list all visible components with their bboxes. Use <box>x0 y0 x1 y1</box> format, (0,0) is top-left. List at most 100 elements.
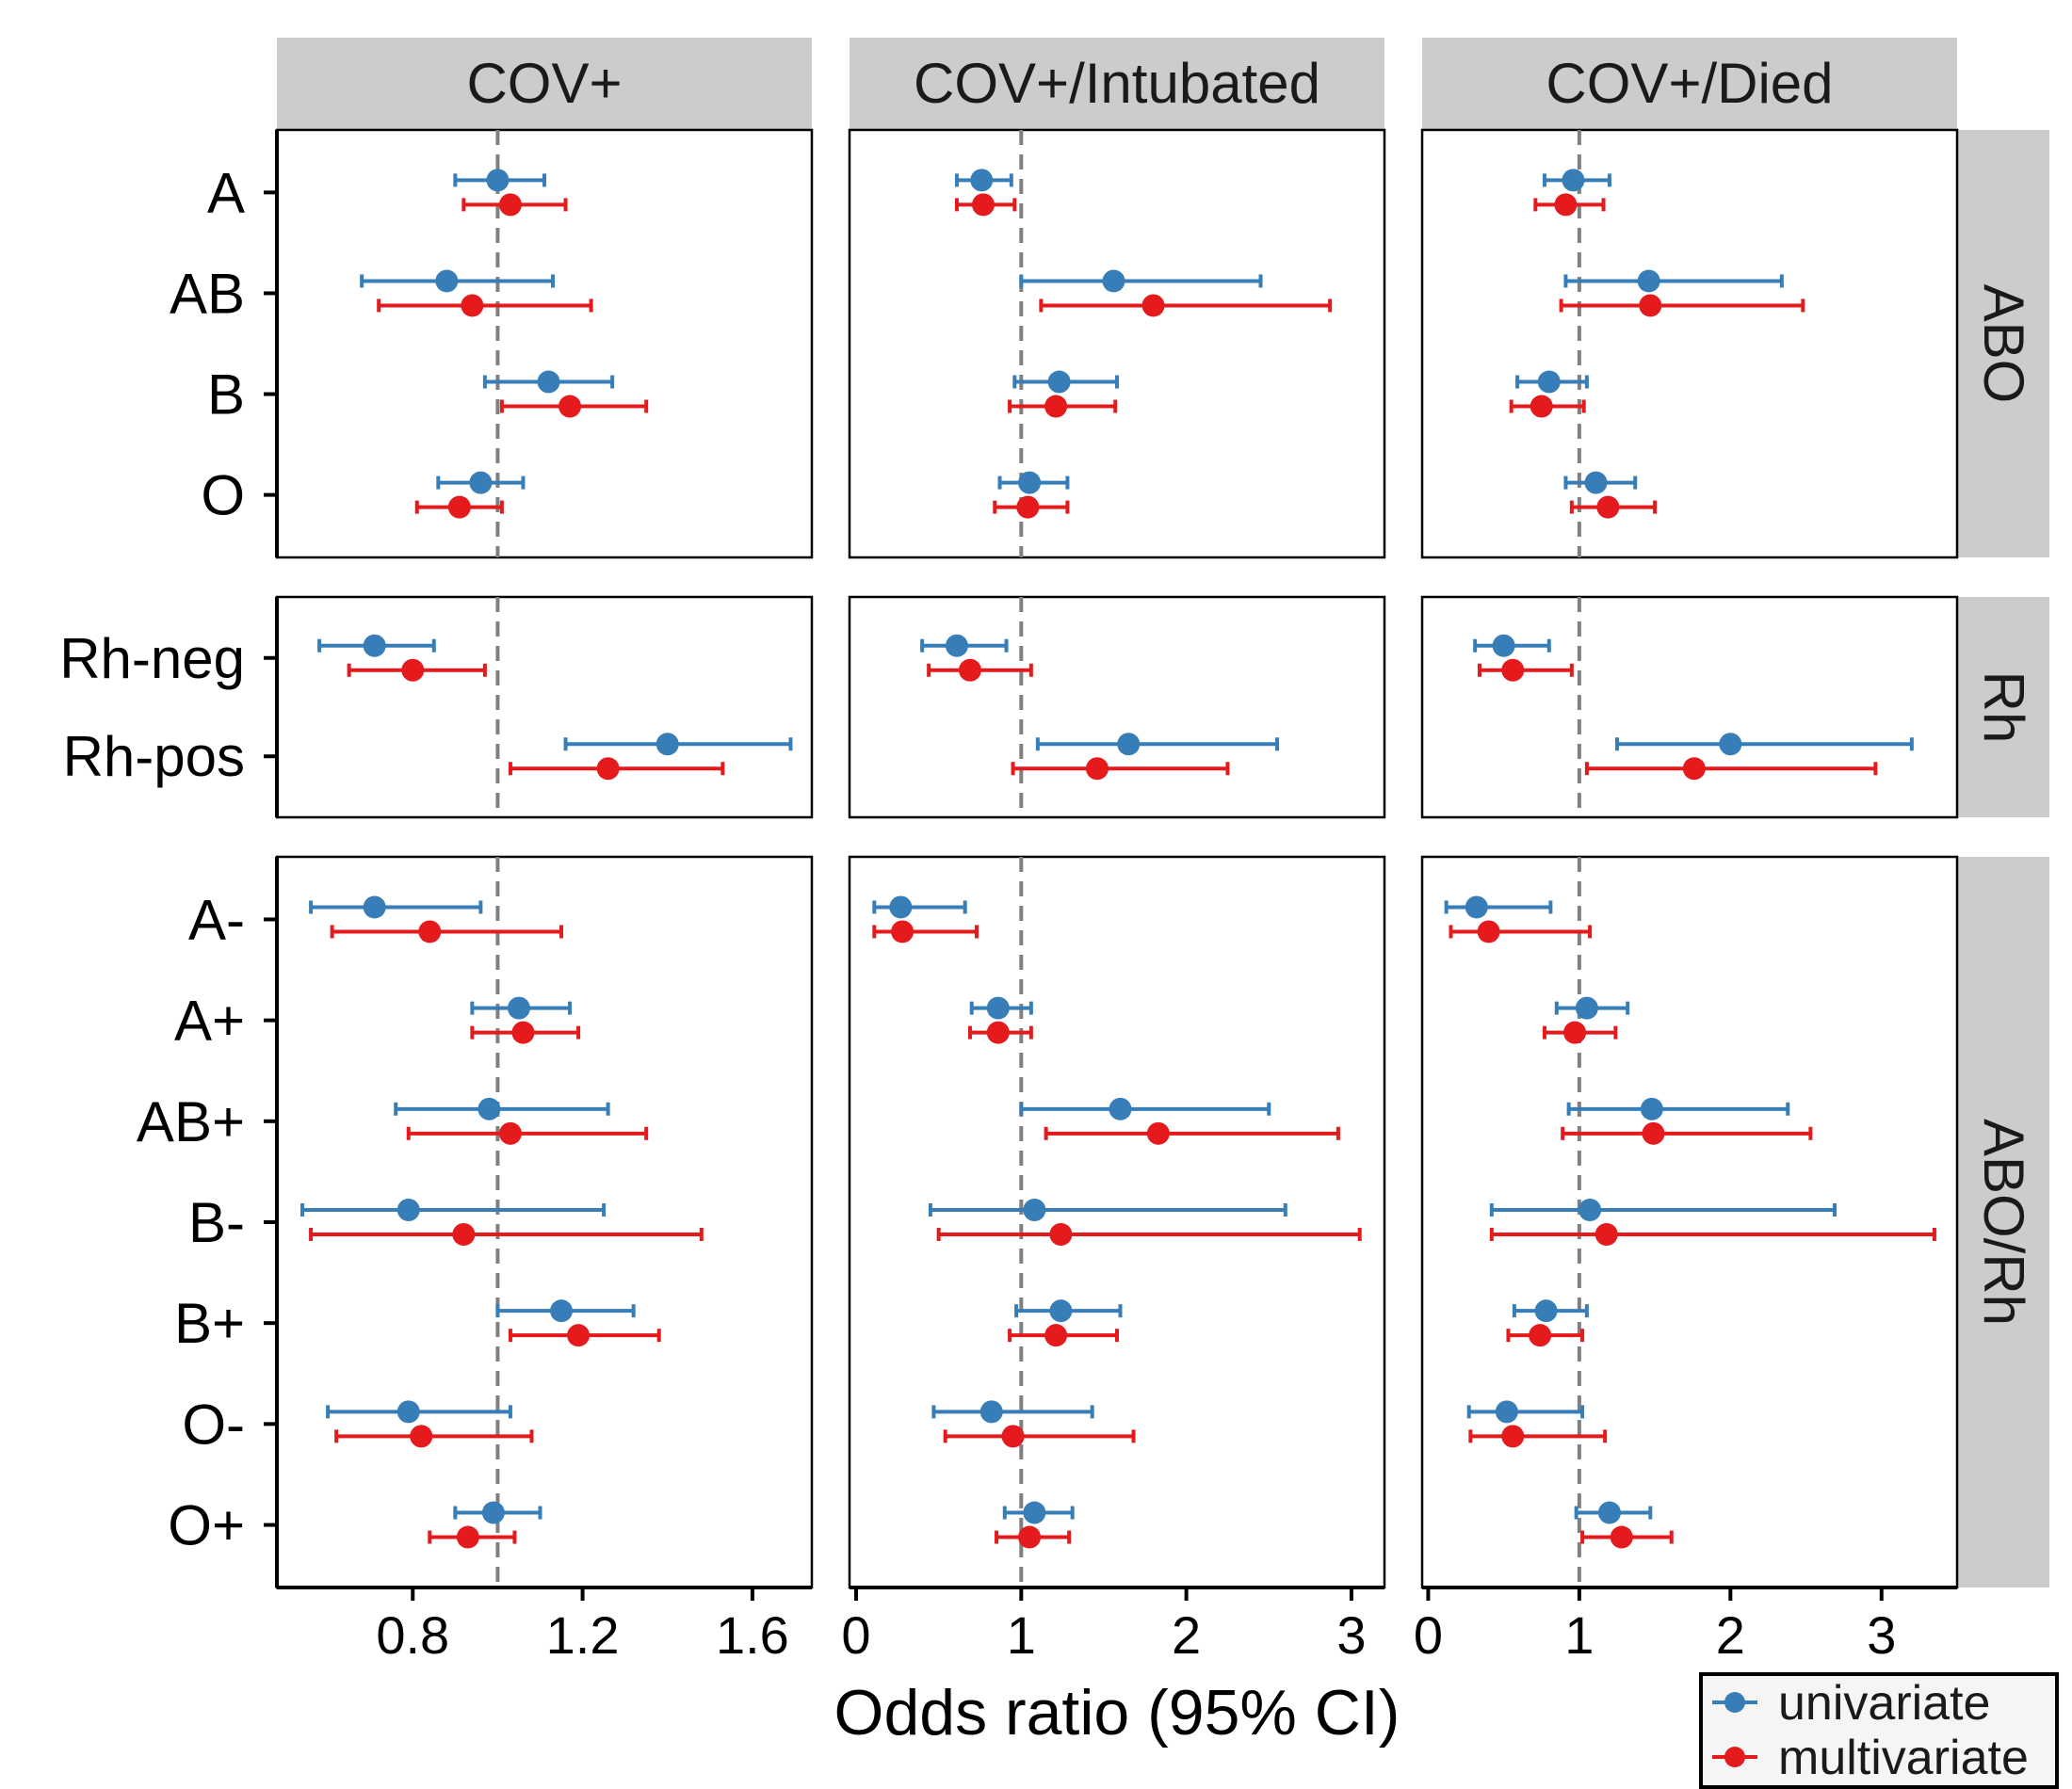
point-estimate-multivariate <box>1477 920 1500 943</box>
y-tick-label: AB+ <box>137 1090 245 1153</box>
x-tick-label: 0.8 <box>376 1605 449 1665</box>
row-strip <box>1957 857 2049 1588</box>
point-estimate-univariate <box>970 169 994 192</box>
legend-box <box>1699 1672 2059 1789</box>
point-estimate-multivariate <box>1501 1425 1525 1448</box>
point-estimate-multivariate <box>410 1425 433 1448</box>
facet-panel <box>1420 128 1959 559</box>
y-tick-label: B+ <box>174 1292 245 1355</box>
point-estimate-multivariate <box>498 193 522 217</box>
point-estimate-multivariate <box>1146 1121 1170 1145</box>
legend-key-point <box>1724 1692 1745 1713</box>
point-estimate-univariate <box>945 634 968 657</box>
x-tick-label: 3 <box>1336 1605 1366 1665</box>
point-estimate-multivariate <box>1596 495 1620 519</box>
column-strip-label: COV+/Died <box>1546 52 1833 115</box>
point-estimate-univariate <box>1495 1400 1518 1424</box>
point-estimate-multivariate <box>401 658 425 682</box>
point-estimate-multivariate <box>1529 1324 1552 1347</box>
facet-panel <box>848 595 1386 819</box>
point-estimate-univariate <box>1584 471 1608 494</box>
point-estimate-multivariate <box>1554 193 1578 217</box>
point-estimate-univariate <box>537 370 560 394</box>
point-estimate-multivariate <box>596 757 620 781</box>
point-estimate-univariate <box>1537 370 1561 394</box>
point-estimate-univariate <box>1578 1199 1602 1221</box>
point-estimate-univariate <box>1023 1199 1046 1221</box>
point-estimate-multivariate <box>1594 1223 1618 1246</box>
point-estimate-multivariate <box>1639 294 1662 317</box>
point-estimate-multivariate <box>456 1525 479 1549</box>
point-estimate-univariate <box>397 1400 420 1424</box>
x-tick-label: 3 <box>1867 1605 1896 1665</box>
x-tick-label: 1.2 <box>546 1605 620 1665</box>
x-tick-label: 1 <box>1564 1605 1594 1665</box>
point-estimate-multivariate <box>1016 495 1040 519</box>
point-estimate-univariate <box>889 895 913 919</box>
point-estimate-univariate <box>1719 733 1742 756</box>
y-tick-label: Rh-neg <box>59 627 245 690</box>
point-estimate-univariate <box>478 1097 501 1120</box>
y-tick-label: B <box>207 363 245 427</box>
point-estimate-multivariate <box>1001 1425 1025 1448</box>
facet-panel <box>1420 855 1959 1589</box>
point-estimate-univariate <box>507 996 530 1020</box>
point-estimate-multivariate <box>498 1121 522 1145</box>
point-estimate-multivariate <box>447 495 471 519</box>
point-estimate-univariate <box>1492 634 1515 657</box>
point-estimate-multivariate <box>558 395 582 418</box>
legend-key-point <box>1724 1747 1745 1767</box>
point-estimate-univariate <box>469 471 493 494</box>
point-estimate-univariate <box>1465 895 1488 919</box>
y-tick-label: O+ <box>168 1494 245 1557</box>
point-estimate-multivariate <box>1563 1021 1587 1044</box>
point-estimate-univariate <box>1575 996 1598 1020</box>
legend-label: multivariate <box>1778 1731 2029 1785</box>
x-tick-label: 2 <box>1716 1605 1745 1665</box>
point-estimate-multivariate <box>418 920 442 943</box>
point-estimate-univariate <box>1597 1501 1621 1524</box>
facet-panel <box>848 855 1386 1589</box>
point-estimate-univariate <box>550 1299 574 1323</box>
point-estimate-multivariate <box>972 193 995 217</box>
point-estimate-multivariate <box>452 1223 476 1246</box>
y-tick-label: AB <box>170 262 245 325</box>
row-strip-label: ABO <box>1972 284 2035 404</box>
column-strip <box>1422 38 1957 130</box>
x-tick-label: 0 <box>841 1605 870 1665</box>
point-estimate-multivariate <box>1085 757 1109 781</box>
point-estimate-univariate <box>486 169 510 192</box>
column-strip-label: COV+ <box>466 52 622 115</box>
point-estimate-univariate <box>656 733 679 756</box>
x-axis-title: Odds ratio (95% CI) <box>834 1677 1400 1749</box>
point-estimate-univariate <box>1018 471 1042 494</box>
point-estimate-multivariate <box>986 1021 1010 1044</box>
facet-panel <box>1420 595 1959 819</box>
x-tick-label: 1 <box>1007 1605 1036 1665</box>
point-estimate-univariate <box>1637 269 1660 293</box>
column-strip-label: COV+/Intubated <box>914 52 1320 115</box>
point-estimate-multivariate <box>1682 757 1706 781</box>
point-estimate-multivariate <box>1018 1525 1042 1549</box>
point-estimate-univariate <box>1562 169 1585 192</box>
point-estimate-univariate <box>435 269 459 293</box>
y-tick-label: A+ <box>174 990 245 1053</box>
point-estimate-multivariate <box>1530 395 1553 418</box>
point-estimate-univariate <box>481 1501 505 1524</box>
point-estimate-multivariate <box>1642 1121 1665 1145</box>
y-tick-label: O- <box>182 1393 245 1456</box>
facet-panel <box>848 128 1386 559</box>
legend-label: univariate <box>1778 1676 1990 1731</box>
point-estimate-univariate <box>1047 370 1071 394</box>
row-strip-label: Rh <box>1972 671 2035 744</box>
x-tick-label: 1.6 <box>716 1605 789 1665</box>
point-estimate-multivariate <box>958 658 981 682</box>
point-estimate-multivariate <box>1044 395 1068 418</box>
point-estimate-univariate <box>1640 1097 1663 1120</box>
point-estimate-multivariate <box>1044 1324 1068 1347</box>
point-estimate-univariate <box>986 996 1010 1020</box>
point-estimate-multivariate <box>567 1324 591 1347</box>
point-estimate-multivariate <box>461 294 484 317</box>
facet-panel <box>275 595 814 819</box>
column-strip <box>277 38 812 130</box>
